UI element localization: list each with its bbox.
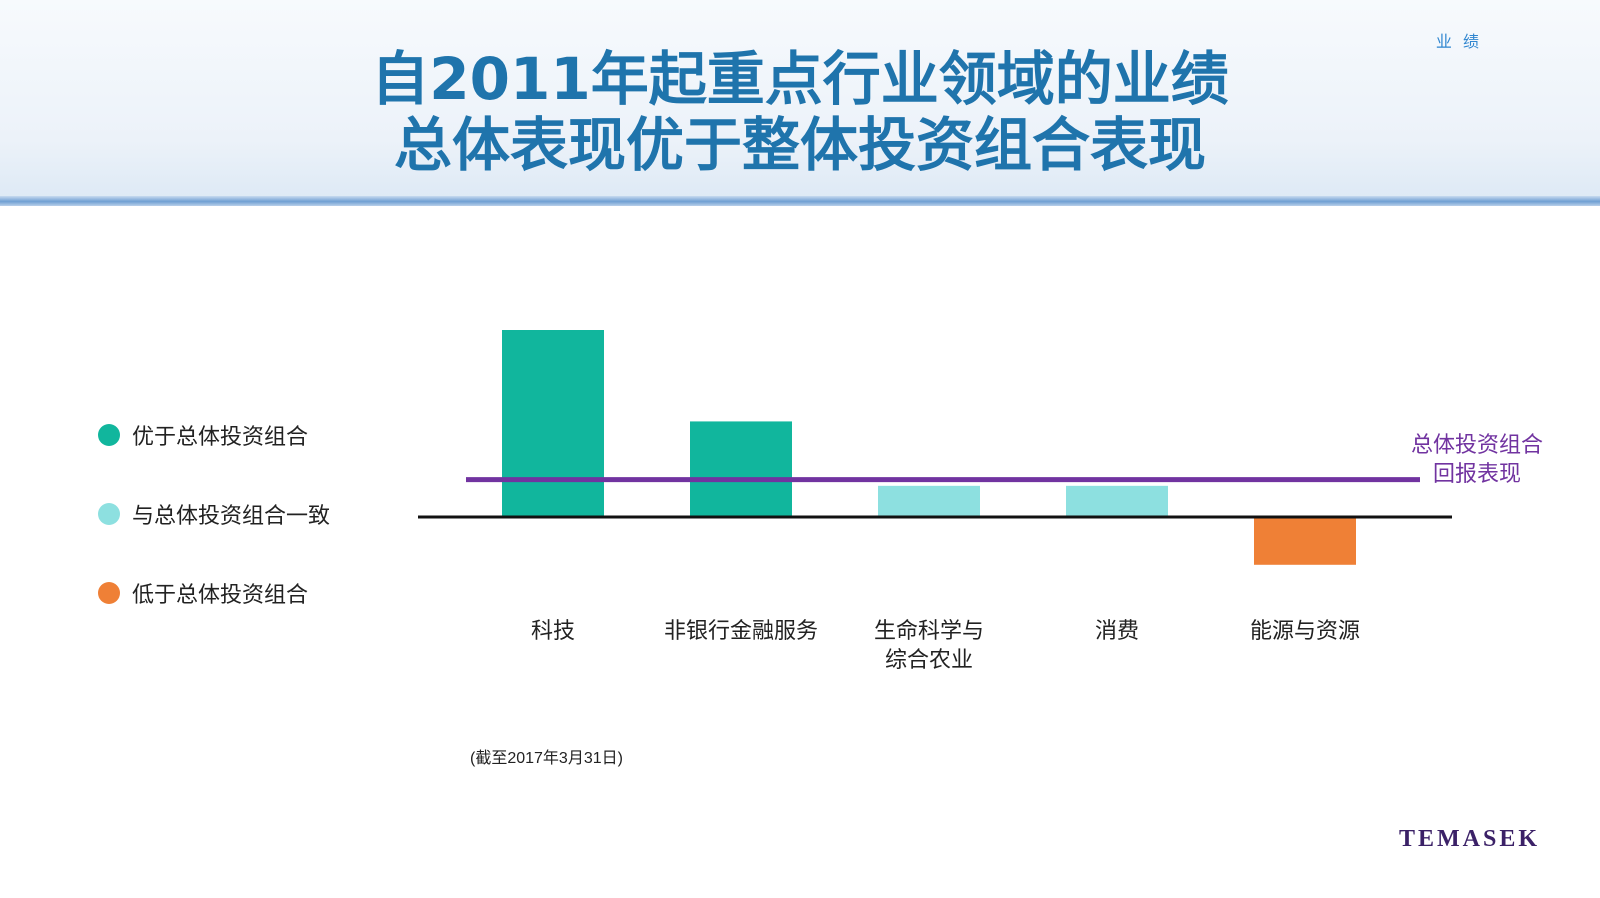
- x-tick-label-0: 科技: [531, 619, 575, 644]
- x-tick-label-4: 能源与资源: [1250, 619, 1360, 644]
- legend-item-in-line: 与总体投资组合一致: [98, 497, 330, 531]
- benchmark-label-line-0: 总体投资组合: [1411, 433, 1543, 458]
- legend-label-in-line: 与总体投资组合一致: [132, 504, 331, 529]
- header-band: [0, 0, 1600, 200]
- header-divider: [0, 196, 1600, 206]
- temasek-logo: TEMASEK: [1398, 826, 1540, 852]
- legend-label-above: 优于总体投资组合: [132, 425, 309, 450]
- legend-dot-above: [98, 424, 120, 446]
- x-tick-label-3: 消费: [1095, 619, 1139, 644]
- x-tick-label-1: 非银行金融服务: [664, 619, 818, 644]
- legend-dot-in-line: [98, 503, 120, 525]
- bar-0: [502, 330, 604, 517]
- legend-label-below: 低于总体投资组合: [132, 583, 309, 608]
- bar-2: [878, 485, 980, 517]
- section-tag: 业 绩: [1435, 32, 1482, 51]
- bar-3: [1066, 485, 1168, 517]
- benchmark-label-line-1: 回报表现: [1433, 462, 1521, 487]
- x-tick-label-2-line-1: 综合农业: [885, 648, 973, 673]
- bar-4: [1254, 517, 1356, 565]
- title-line-2: 总体表现优于整体投资组合表现: [393, 111, 1206, 179]
- title-line-1: 自2011年起重点行业领域的业绩: [371, 45, 1229, 113]
- legend-item-below: 低于总体投资组合: [98, 576, 330, 610]
- legend-dot-below: [98, 582, 120, 604]
- as-of-date-note: (截至2017年3月31日): [470, 750, 623, 767]
- legend: 优于总体投资组合 与总体投资组合一致 低于总体投资组合: [98, 418, 330, 655]
- slide-title: 自2011年起重点行业领域的业绩 总体表现优于整体投资组合表现: [0, 46, 1600, 178]
- bar-1: [690, 421, 792, 517]
- x-tick-label-2-line-0: 生命科学与: [874, 619, 984, 644]
- legend-item-above: 优于总体投资组合: [98, 418, 330, 452]
